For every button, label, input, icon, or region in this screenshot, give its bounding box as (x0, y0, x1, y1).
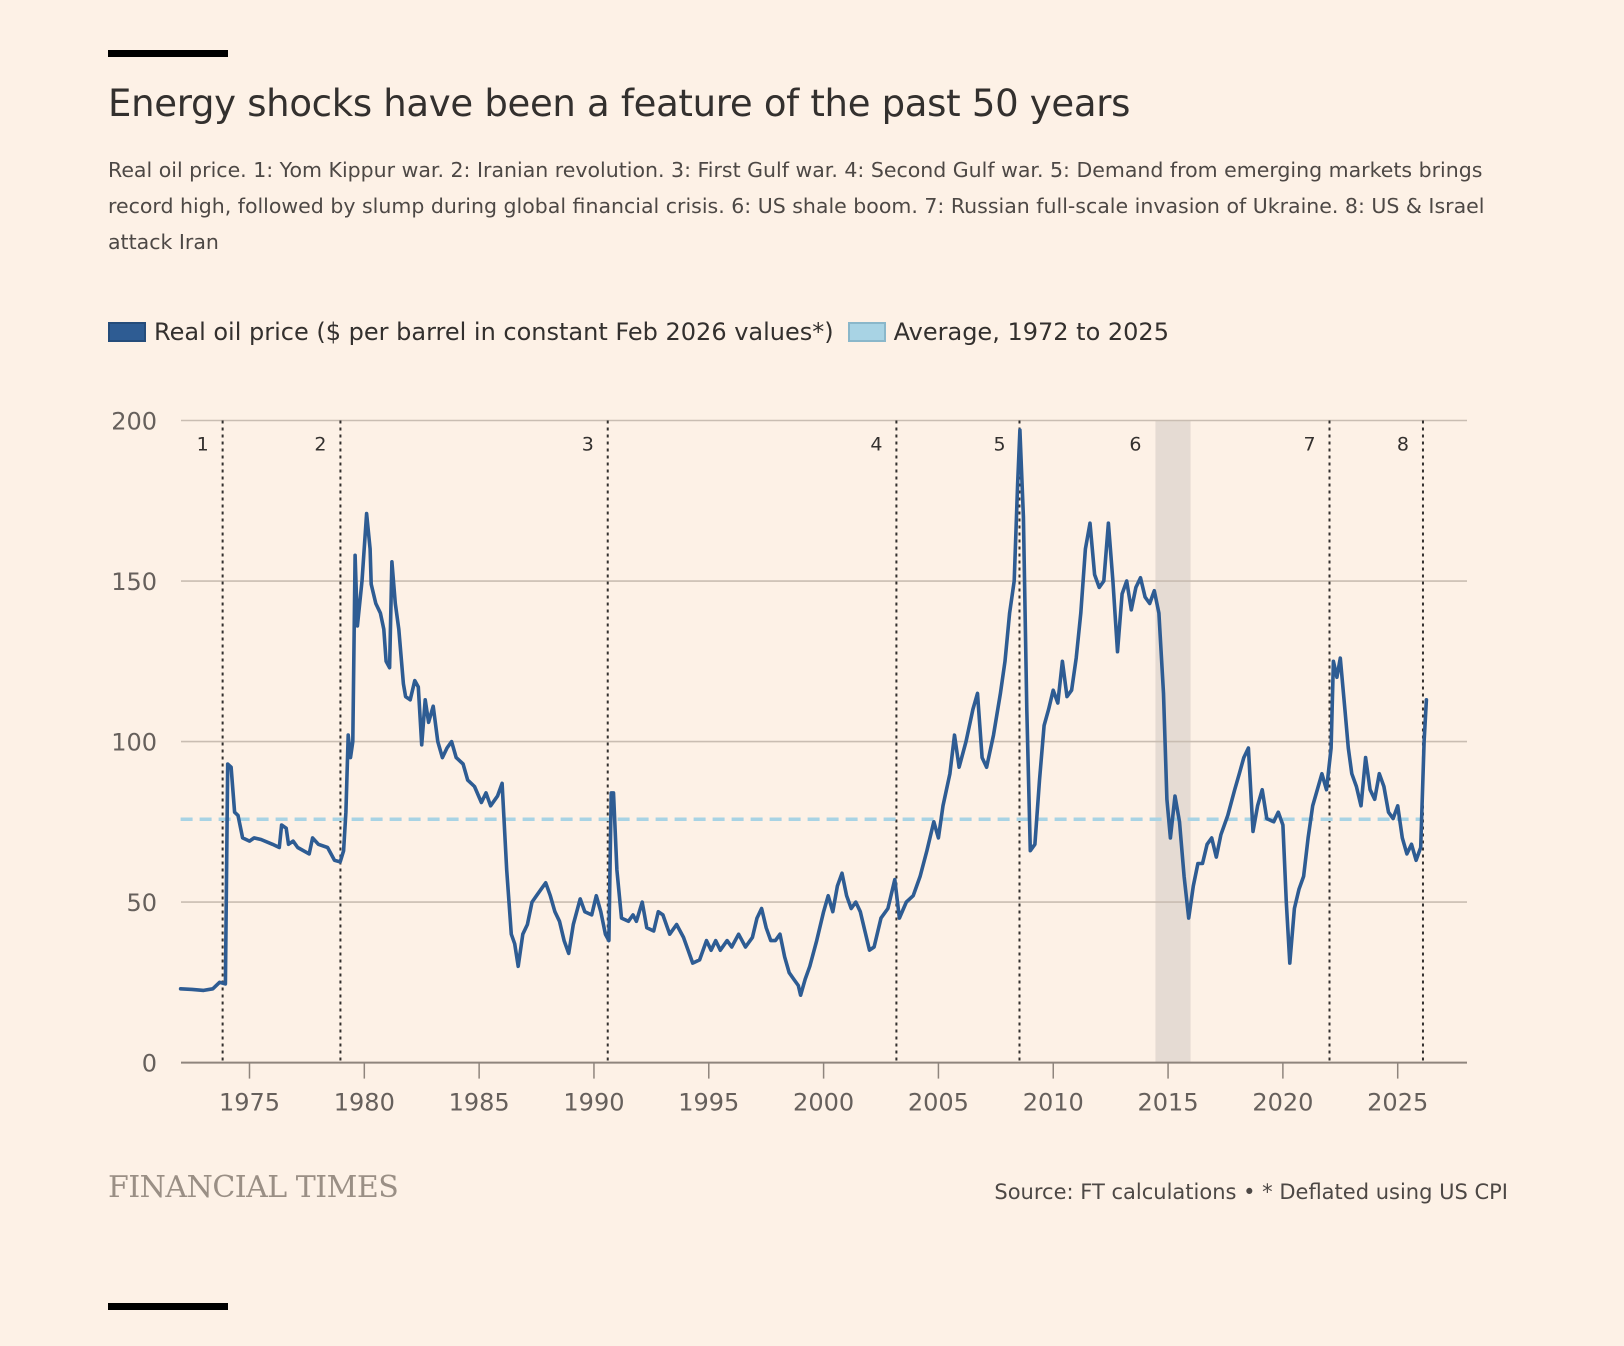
x-tick-label: 1980 (334, 1089, 395, 1117)
price-line (178, 428, 1429, 997)
event-label: 2 (314, 434, 326, 456)
y-tick-label: 200 (111, 408, 157, 436)
event-label: 6 (1129, 434, 1141, 456)
y-tick-label: 100 (111, 729, 157, 757)
chart-subtitle: Real oil price. 1: Yom Kippur war. 2: Ir… (108, 158, 1485, 254)
x-tick-label: 2020 (1252, 1089, 1313, 1117)
event-label: 1 (197, 434, 209, 456)
y-tick-label: 150 (111, 568, 157, 596)
event-label: 3 (582, 434, 594, 456)
legend-swatch-price (108, 322, 146, 342)
legend-label-price: Real oil price ($ per barrel in constant… (154, 318, 834, 346)
legend-item-price: Real oil price ($ per barrel in constant… (108, 318, 834, 346)
axis-layer: 1975 1980 1985 1990 1995 2000 2005 2010 2015 2020… (181, 1061, 1467, 1117)
x-tick-label: 1975 (219, 1089, 280, 1117)
event-label: 7 (1303, 434, 1315, 456)
ft-logo: FINANCIAL TIMES (108, 1170, 399, 1205)
x-tick-label: 1985 (449, 1089, 510, 1117)
legend: Real oil price ($ per barrel in constant… (108, 318, 1183, 346)
x-tick-label: 2025 (1367, 1089, 1428, 1117)
event-label: 5 (993, 434, 1005, 456)
x-tick-label: 2010 (1023, 1089, 1084, 1117)
legend-item-average: Average, 1972 to 2025 (847, 318, 1169, 346)
y-tick-label: 0 (142, 1050, 157, 1078)
x-tick-label: 1990 (563, 1089, 624, 1117)
top-rule (108, 50, 228, 57)
source-note: Source: FT calculations • * Deflated usi… (994, 1180, 1508, 1204)
legend-label-average: Average, 1972 to 2025 (893, 318, 1169, 346)
series-layer (178, 428, 1429, 997)
x-tick-label: 2005 (908, 1089, 969, 1117)
grid-layer: 0 50 100 150 200 (111, 408, 1467, 1078)
y-tick-label: 50 (126, 889, 157, 917)
chart-title: Energy shocks have been a feature of the… (108, 82, 1131, 125)
event-label: 8 (1397, 434, 1409, 456)
x-tick-label: 2015 (1138, 1089, 1199, 1117)
x-tick-label: 2000 (793, 1089, 854, 1117)
x-tick-label: 1995 (678, 1089, 739, 1117)
event-label: 4 (870, 434, 882, 456)
legend-swatch-average (847, 322, 886, 342)
event-layer: 1 2 3 4 5 7 8 (197, 420, 1424, 1063)
bottom-rule (108, 1303, 228, 1310)
